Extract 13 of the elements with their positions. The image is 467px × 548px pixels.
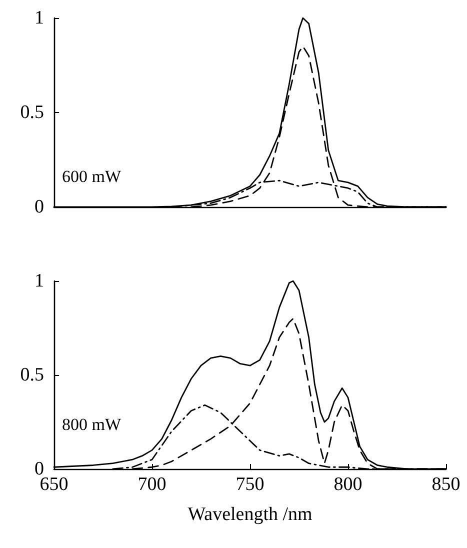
x-tick-label: 650 bbox=[40, 474, 68, 495]
x-axis-title: Wavelength /nm bbox=[188, 504, 313, 525]
annotation: 800 mW bbox=[62, 415, 122, 434]
annotation: 600 mW bbox=[62, 167, 122, 186]
y-tick-label: 0 bbox=[34, 196, 44, 218]
y-tick-label: 1 bbox=[34, 270, 44, 292]
x-tick-label: 750 bbox=[236, 474, 264, 495]
y-tick-label: 0.5 bbox=[20, 102, 44, 123]
y-tick-label: 0.5 bbox=[20, 364, 44, 386]
x-tick-label: 700 bbox=[138, 474, 166, 495]
y-tick-label: 1 bbox=[34, 8, 44, 28]
x-tick-label: 850 bbox=[432, 474, 460, 495]
x-tick-label: 800 bbox=[334, 474, 362, 495]
